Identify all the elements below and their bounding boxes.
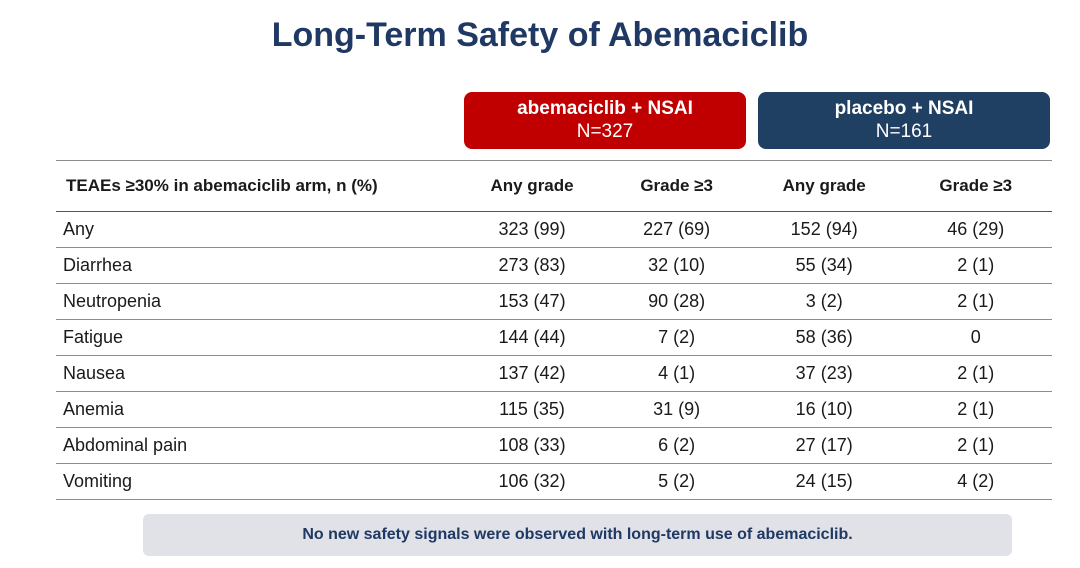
- table-cell: 27 (17): [748, 427, 900, 464]
- arm-header-abemaciclib: abemaciclib + NSAI N=327: [464, 92, 746, 149]
- row-label: Any: [56, 211, 460, 248]
- table-cell: 31 (9): [604, 391, 749, 428]
- row-label: Diarrhea: [56, 247, 460, 284]
- table-row: Vomiting 106 (32) 5 (2) 24 (15) 4 (2): [56, 463, 1052, 500]
- table-cell: 4 (2): [899, 463, 1052, 500]
- table-cell: 4 (1): [604, 355, 749, 392]
- table-cell: 24 (15): [748, 463, 900, 500]
- row-label: Vomiting: [56, 463, 460, 500]
- table-cell: 323 (99): [459, 211, 605, 248]
- row-label: Fatigue: [56, 319, 460, 356]
- column-header-abema-g3: Grade ≥3: [604, 160, 749, 212]
- arm-n: N=161: [875, 121, 933, 142]
- table-cell: 144 (44): [459, 319, 605, 356]
- table-cell: 106 (32): [459, 463, 605, 500]
- table-cell: 152 (94): [748, 211, 900, 248]
- table-row: Neutropenia 153 (47) 90 (28) 3 (2) 2 (1): [56, 283, 1052, 320]
- table-row: Fatigue 144 (44) 7 (2) 58 (36) 0: [56, 319, 1052, 356]
- table-cell: 16 (10): [748, 391, 900, 428]
- table-row: Any 323 (99) 227 (69) 152 (94) 46 (29): [56, 211, 1052, 248]
- table-row: Anemia 115 (35) 31 (9) 16 (10) 2 (1): [56, 391, 1052, 428]
- arm-name: placebo + NSAI: [834, 98, 974, 119]
- table-row: Diarrhea 273 (83) 32 (10) 55 (34) 2 (1): [56, 247, 1052, 284]
- table-cell: 108 (33): [459, 427, 605, 464]
- table-row: Abdominal pain 108 (33) 6 (2) 27 (17) 2 (1): [56, 427, 1052, 464]
- column-header-teae: TEAEs ≥30% in abemaciclib arm, n (%): [56, 160, 460, 212]
- page-title: Long-Term Safety of Abemaciclib: [271, 16, 809, 54]
- table-cell: 90 (28): [604, 283, 749, 320]
- row-label: Neutropenia: [56, 283, 460, 320]
- table-cell: 3 (2): [748, 283, 900, 320]
- table-cell: 46 (29): [899, 211, 1052, 248]
- table-cell: 2 (1): [899, 355, 1052, 392]
- arm-header-placebo: placebo + NSAI N=161: [758, 92, 1050, 149]
- table-cell: 5 (2): [604, 463, 749, 500]
- table-cell: 37 (23): [748, 355, 900, 392]
- table-cell: 32 (10): [604, 247, 749, 284]
- table-cell: 2 (1): [899, 283, 1052, 320]
- table-header-row: TEAEs ≥30% in abemaciclib arm, n (%) Any…: [56, 160, 1052, 212]
- column-header-placebo-any: Any grade: [748, 160, 900, 212]
- table-cell: 2 (1): [899, 247, 1052, 284]
- table-cell: 55 (34): [748, 247, 900, 284]
- table-cell: 0: [899, 319, 1052, 356]
- safety-table: TEAEs ≥30% in abemaciclib arm, n (%) Any…: [56, 160, 1052, 500]
- row-label: Nausea: [56, 355, 460, 392]
- table-cell: 2 (1): [899, 427, 1052, 464]
- table-cell: 2 (1): [899, 391, 1052, 428]
- footnote-banner: No new safety signals were observed with…: [143, 514, 1012, 556]
- table-cell: 7 (2): [604, 319, 749, 356]
- table-cell: 6 (2): [604, 427, 749, 464]
- table-cell: 137 (42): [459, 355, 605, 392]
- table-cell: 115 (35): [459, 391, 605, 428]
- table-cell: 58 (36): [748, 319, 900, 356]
- table-cell: 273 (83): [459, 247, 605, 284]
- arm-n: N=327: [576, 121, 634, 142]
- table-cell: 227 (69): [604, 211, 749, 248]
- table-row: Nausea 137 (42) 4 (1) 37 (23) 2 (1): [56, 355, 1052, 392]
- column-header-placebo-g3: Grade ≥3: [899, 160, 1052, 212]
- arm-name: abemaciclib + NSAI: [517, 98, 693, 119]
- column-header-abema-any: Any grade: [459, 160, 605, 212]
- table-cell: 153 (47): [459, 283, 605, 320]
- row-label: Anemia: [56, 391, 460, 428]
- row-label: Abdominal pain: [56, 427, 460, 464]
